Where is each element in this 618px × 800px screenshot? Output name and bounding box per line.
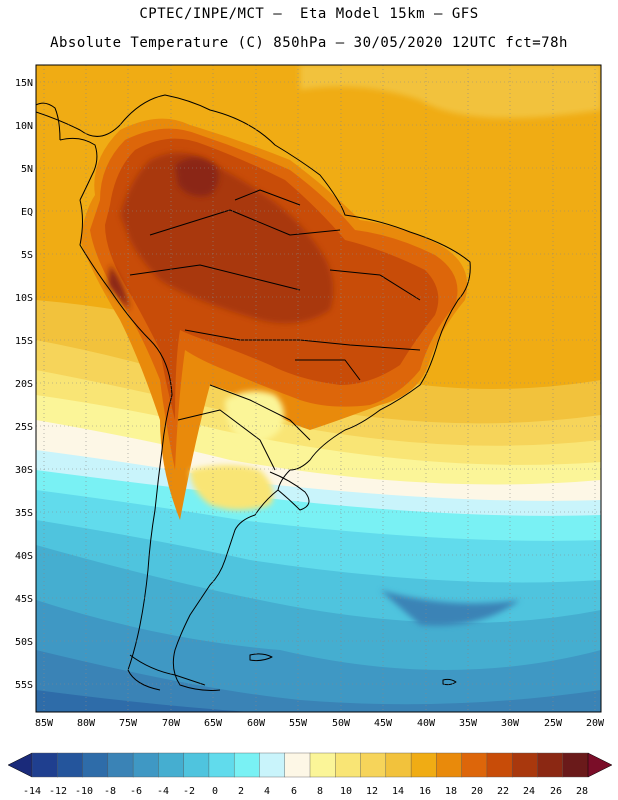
lat-label: 35S: [15, 508, 33, 519]
colorbar-swatch: [158, 752, 185, 778]
longitude-labels: 85W 80W 75W 70W 65W 60W 55W 50W 45W 40W …: [35, 718, 605, 729]
colorbar-swatch: [57, 752, 84, 778]
colorbar-tick: 26: [550, 786, 562, 797]
colorbar-swatch: [511, 752, 538, 778]
colorbar-swatch: [309, 752, 336, 778]
colorbar: -14 -12 -10 -8 -6 -4 -2 0 2 4 6 8 10 12 …: [7, 752, 613, 797]
colorbar-tick: 8: [317, 786, 323, 797]
colorbar-tick: 6: [291, 786, 297, 797]
lat-label: 45S: [15, 594, 33, 605]
colorbar-swatch: [335, 752, 362, 778]
colorbar-swatch: [461, 752, 488, 778]
lon-label: 50W: [332, 718, 351, 729]
colorbar-tick: 4: [264, 786, 270, 797]
colorbar-tick: 16: [419, 786, 431, 797]
colorbar-under-arrow: [7, 752, 33, 778]
colorbar-swatch: [537, 752, 564, 778]
colorbar-swatch: [284, 752, 311, 778]
colorbar-swatch: [360, 752, 387, 778]
colorbar-tick: 28: [576, 786, 588, 797]
colorbar-tick: 0: [212, 786, 218, 797]
colorbar-tick: -12: [49, 786, 67, 797]
temperature-field: [36, 65, 601, 712]
lon-label: 35W: [459, 718, 478, 729]
colorbar-tick: -4: [157, 786, 169, 797]
colorbar-tick: -8: [104, 786, 116, 797]
colorbar-over-arrow: [587, 752, 613, 778]
colorbar-swatch: [183, 752, 210, 778]
colorbar-swatch: [31, 752, 58, 778]
colorbar-tick: 22: [497, 786, 509, 797]
latitude-labels: 15N 10N 5N EQ 5S 10S 15S 20S 25S 30S 35S…: [15, 78, 33, 691]
colorbar-swatch: [132, 752, 159, 778]
colorbar-swatch: [233, 752, 260, 778]
temperature-map: 15N 10N 5N EQ 5S 10S 15S 20S 25S 30S 35S…: [15, 64, 605, 729]
map-subtitle: Absolute Temperature (C) 850hPa – 30/05/…: [50, 35, 568, 51]
colorbar-swatch: [82, 752, 109, 778]
lat-label: 25S: [15, 422, 33, 433]
lat-label: 5N: [21, 164, 33, 175]
colorbar-swatch: [562, 752, 589, 778]
lat-label: 10N: [15, 121, 33, 132]
lon-label: 25W: [544, 718, 563, 729]
lat-label: 30S: [15, 465, 33, 476]
lat-label: 15N: [15, 78, 33, 89]
colorbar-ticks: -14 -12 -10 -8 -6 -4 -2 0 2 4 6 8 10 12 …: [23, 786, 588, 797]
colorbar-tick: 12: [366, 786, 378, 797]
colorbar-tick: -14: [23, 786, 41, 797]
colorbar-swatch: [208, 752, 235, 778]
colorbar-tick: -2: [183, 786, 195, 797]
lon-label: 45W: [374, 718, 393, 729]
lon-label: 30W: [501, 718, 520, 729]
colorbar-tick: -10: [75, 786, 93, 797]
lon-label: 85W: [35, 718, 54, 729]
lat-label: 15S: [15, 336, 33, 347]
colorbar-tick: 24: [523, 786, 535, 797]
lat-label: EQ: [21, 207, 33, 218]
lon-label: 20W: [586, 718, 605, 729]
lon-label: 40W: [417, 718, 436, 729]
colorbar-swatch: [385, 752, 412, 778]
colorbar-tick: 18: [445, 786, 457, 797]
lat-label: 40S: [15, 551, 33, 562]
colorbar-tick: 20: [471, 786, 483, 797]
lon-label: 70W: [162, 718, 181, 729]
colorbar-swatch: [436, 752, 463, 778]
lat-label: 5S: [21, 250, 33, 261]
lon-label: 80W: [77, 718, 96, 729]
colorbar-swatch: [259, 752, 286, 778]
lon-label: 75W: [119, 718, 138, 729]
colorbar-tick: -6: [130, 786, 142, 797]
lon-label: 65W: [204, 718, 223, 729]
map-frame: [35, 64, 602, 713]
colorbar-swatch: [410, 752, 437, 778]
lat-label: 55S: [15, 680, 33, 691]
colorbar-tick: 2: [238, 786, 244, 797]
lat-label: 10S: [15, 293, 33, 304]
lat-label: 20S: [15, 379, 33, 390]
colorbar-boxes: [31, 752, 589, 778]
lon-label: 55W: [289, 718, 308, 729]
colorbar-tick: 14: [392, 786, 404, 797]
colorbar-swatch: [486, 752, 513, 778]
map-title: CPTEC/INPE/MCT – Eta Model 15km – GFS: [139, 6, 479, 22]
colorbar-tick: 10: [340, 786, 352, 797]
lat-label: 50S: [15, 637, 33, 648]
lon-label: 60W: [247, 718, 266, 729]
colorbar-swatch: [107, 752, 134, 778]
